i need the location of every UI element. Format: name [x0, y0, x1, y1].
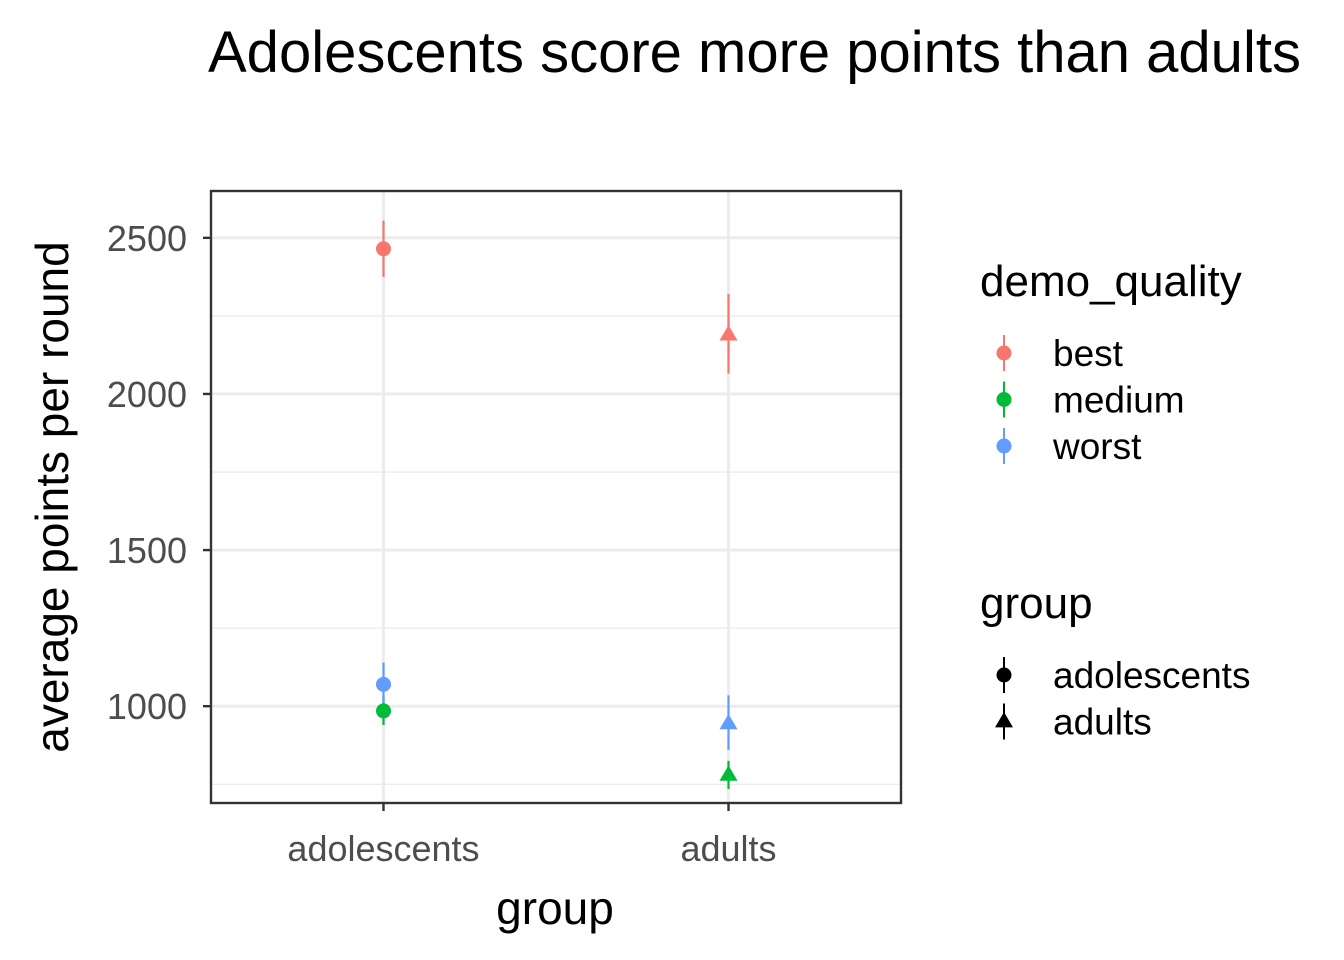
point-medium-adolescents — [376, 703, 391, 719]
legend-key-best — [996, 345, 1012, 361]
legend-label-adolescents: adolescents — [1053, 655, 1250, 696]
y-tick-label: 1000 — [107, 686, 187, 727]
chart-title: Adolescents score more points than adult… — [208, 20, 1301, 85]
legend-key-medium — [996, 392, 1012, 407]
y-axis-title: average points per round — [26, 241, 78, 752]
point-worst-adolescents — [376, 676, 391, 692]
axes: 1000 1500 2000 2500 adolescents adults — [107, 189, 903, 869]
legend-title: group — [980, 579, 1093, 628]
plot-panel — [211, 191, 901, 803]
x-tick-label: adolescents — [287, 828, 479, 869]
legend-label-adults: adults — [1053, 702, 1152, 743]
legend-key-adolescents — [996, 667, 1012, 683]
y-tick-label: 2500 — [107, 218, 187, 259]
grid-lines — [211, 191, 901, 803]
panel-border — [209, 189, 903, 805]
y-tick-label: 2000 — [107, 374, 187, 415]
data-marks — [376, 220, 738, 789]
legend-label-medium: medium — [1053, 380, 1185, 421]
point-worst-adults — [719, 713, 738, 730]
legend-label-worst: worst — [1052, 426, 1142, 467]
point-best-adolescents — [376, 241, 391, 257]
x-axis-title: group — [496, 882, 614, 934]
point-best-adults — [719, 325, 738, 341]
point-medium-adults — [719, 765, 738, 781]
y-tick-label: 1500 — [107, 530, 187, 571]
legend-key-worst — [996, 438, 1012, 454]
x-tick-label: adults — [680, 828, 776, 869]
legend-title: demo_quality — [980, 257, 1242, 306]
legend-key-adults — [995, 712, 1013, 728]
legend-label-best: best — [1053, 333, 1124, 374]
